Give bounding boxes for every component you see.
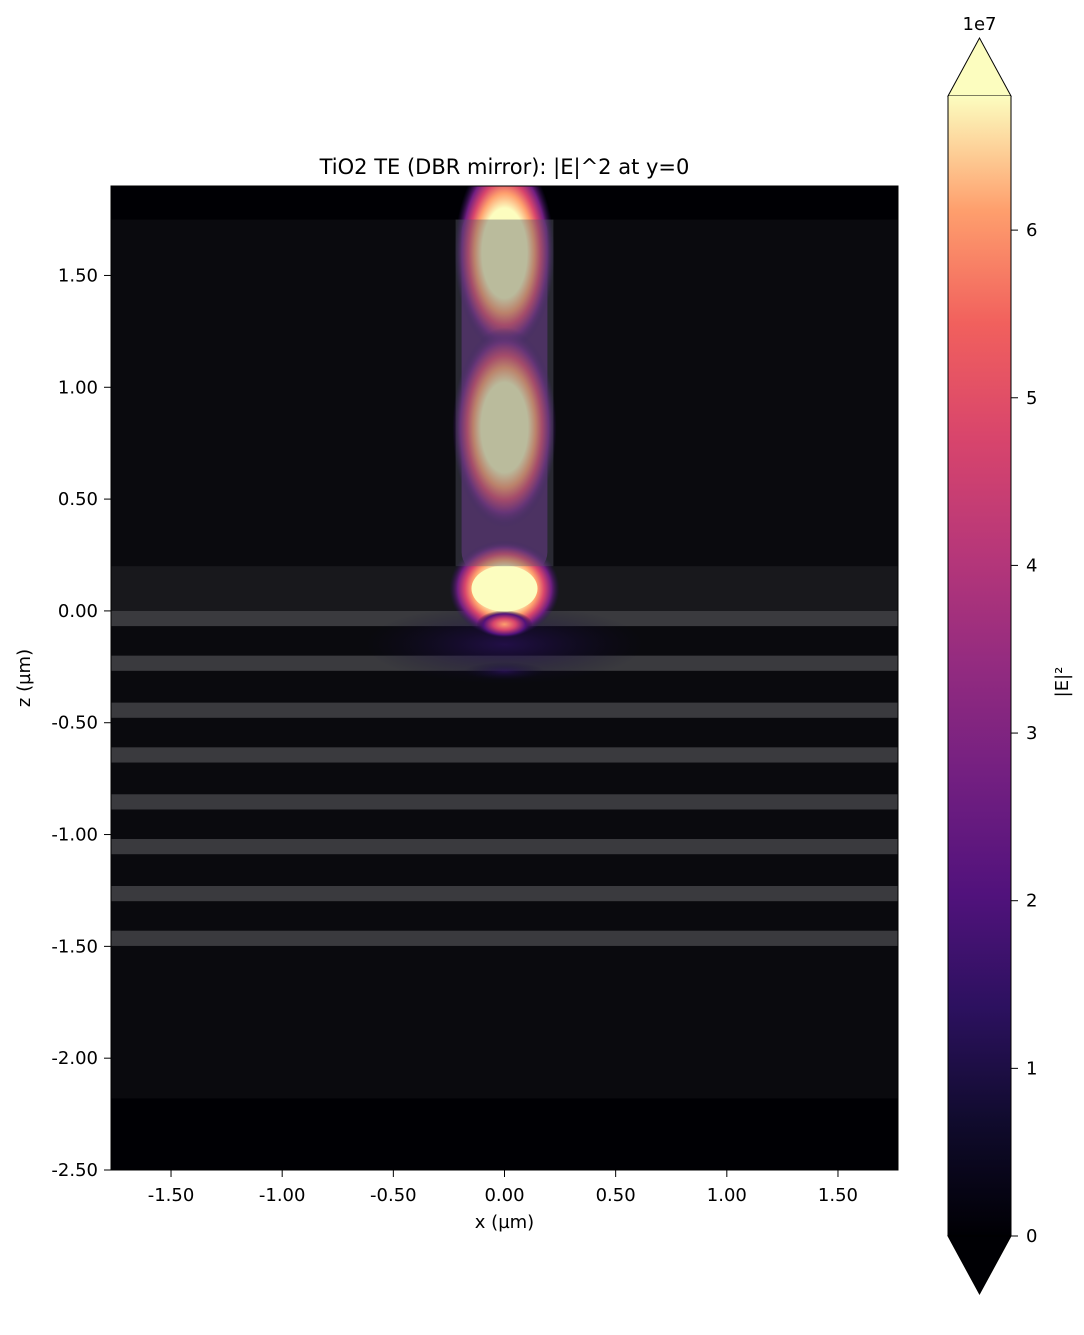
plot-area — [111, 186, 898, 1170]
saturated-hotspot-core — [471, 565, 538, 612]
field-hotspot-4 — [476, 610, 533, 639]
colorbar-tick-label: 0 — [1026, 1226, 1037, 1247]
colorbar-tick-label: 3 — [1026, 723, 1037, 744]
field-decay-glow — [364, 604, 645, 685]
y-tick-label: -2.00 — [51, 1048, 98, 1069]
y-axis-label: z (µm) — [14, 649, 35, 707]
colorbar-gradient — [948, 96, 1011, 1236]
y-tick-label: 0.50 — [58, 489, 98, 510]
colorbar-tick-label: 4 — [1026, 555, 1037, 576]
colorbar-tick-label: 1 — [1026, 1058, 1037, 1079]
colorbar-extend-min — [947, 1235, 1012, 1296]
y-tick-label: -1.50 — [51, 936, 98, 957]
x-tick-label: -1.00 — [259, 1185, 306, 1206]
colorbar-tick-label: 5 — [1026, 388, 1037, 409]
x-tick-label: 1.50 — [818, 1185, 858, 1206]
colorbar-extend-max — [947, 36, 1012, 97]
y-tick-label: -1.00 — [51, 825, 98, 846]
dbr-layer-6 — [111, 839, 898, 855]
dbr-layer-8 — [111, 930, 898, 946]
colorbar-tick-label: 6 — [1026, 220, 1037, 241]
dbr-layer-7 — [111, 885, 898, 902]
x-tick-label: -1.50 — [148, 1185, 195, 1206]
y-tick-label: -0.50 — [51, 713, 98, 734]
dbr-layer-4 — [111, 747, 898, 763]
x-tick-label: -0.50 — [370, 1185, 417, 1206]
x-axis: -1.50 -1.00 -0.50 0.00 0.50 1.00 1.50 — [148, 1170, 858, 1206]
x-tick-label: 0.50 — [596, 1185, 636, 1206]
y-tick-label: 1.00 — [58, 377, 98, 398]
colorbar-label: |E|² — [1052, 667, 1073, 698]
colorbar: 0 1 2 3 4 5 6 — [947, 36, 1037, 1296]
dbr-layer-3 — [111, 702, 898, 718]
colorbar-tick-label: 2 — [1026, 891, 1037, 912]
dbr-layer-5 — [111, 794, 898, 810]
y-tick-label: -2.50 — [51, 1160, 98, 1181]
chart-title: TiO2 TE (DBR mirror): |E|^2 at y=0 — [319, 155, 690, 180]
field-hotspot-2 — [452, 327, 557, 528]
y-axis: 1.50 1.00 0.50 0.00 -0.50 -1.00 -1.50 -2.00 -2.5… — [51, 265, 111, 1181]
colorbar-exponent-label: 1e7 — [963, 14, 997, 35]
y-tick-label: 0.00 — [58, 601, 98, 622]
y-tick-label: 1.50 — [58, 265, 98, 286]
x-axis-label: x (µm) — [475, 1212, 534, 1233]
field-hotspot-1 — [454, 186, 555, 354]
tio2-pillar — [455, 219, 554, 567]
field-decay-glow-2 — [464, 662, 545, 681]
x-tick-label: 1.00 — [707, 1185, 747, 1206]
x-tick-label: 0.00 — [484, 1185, 524, 1206]
